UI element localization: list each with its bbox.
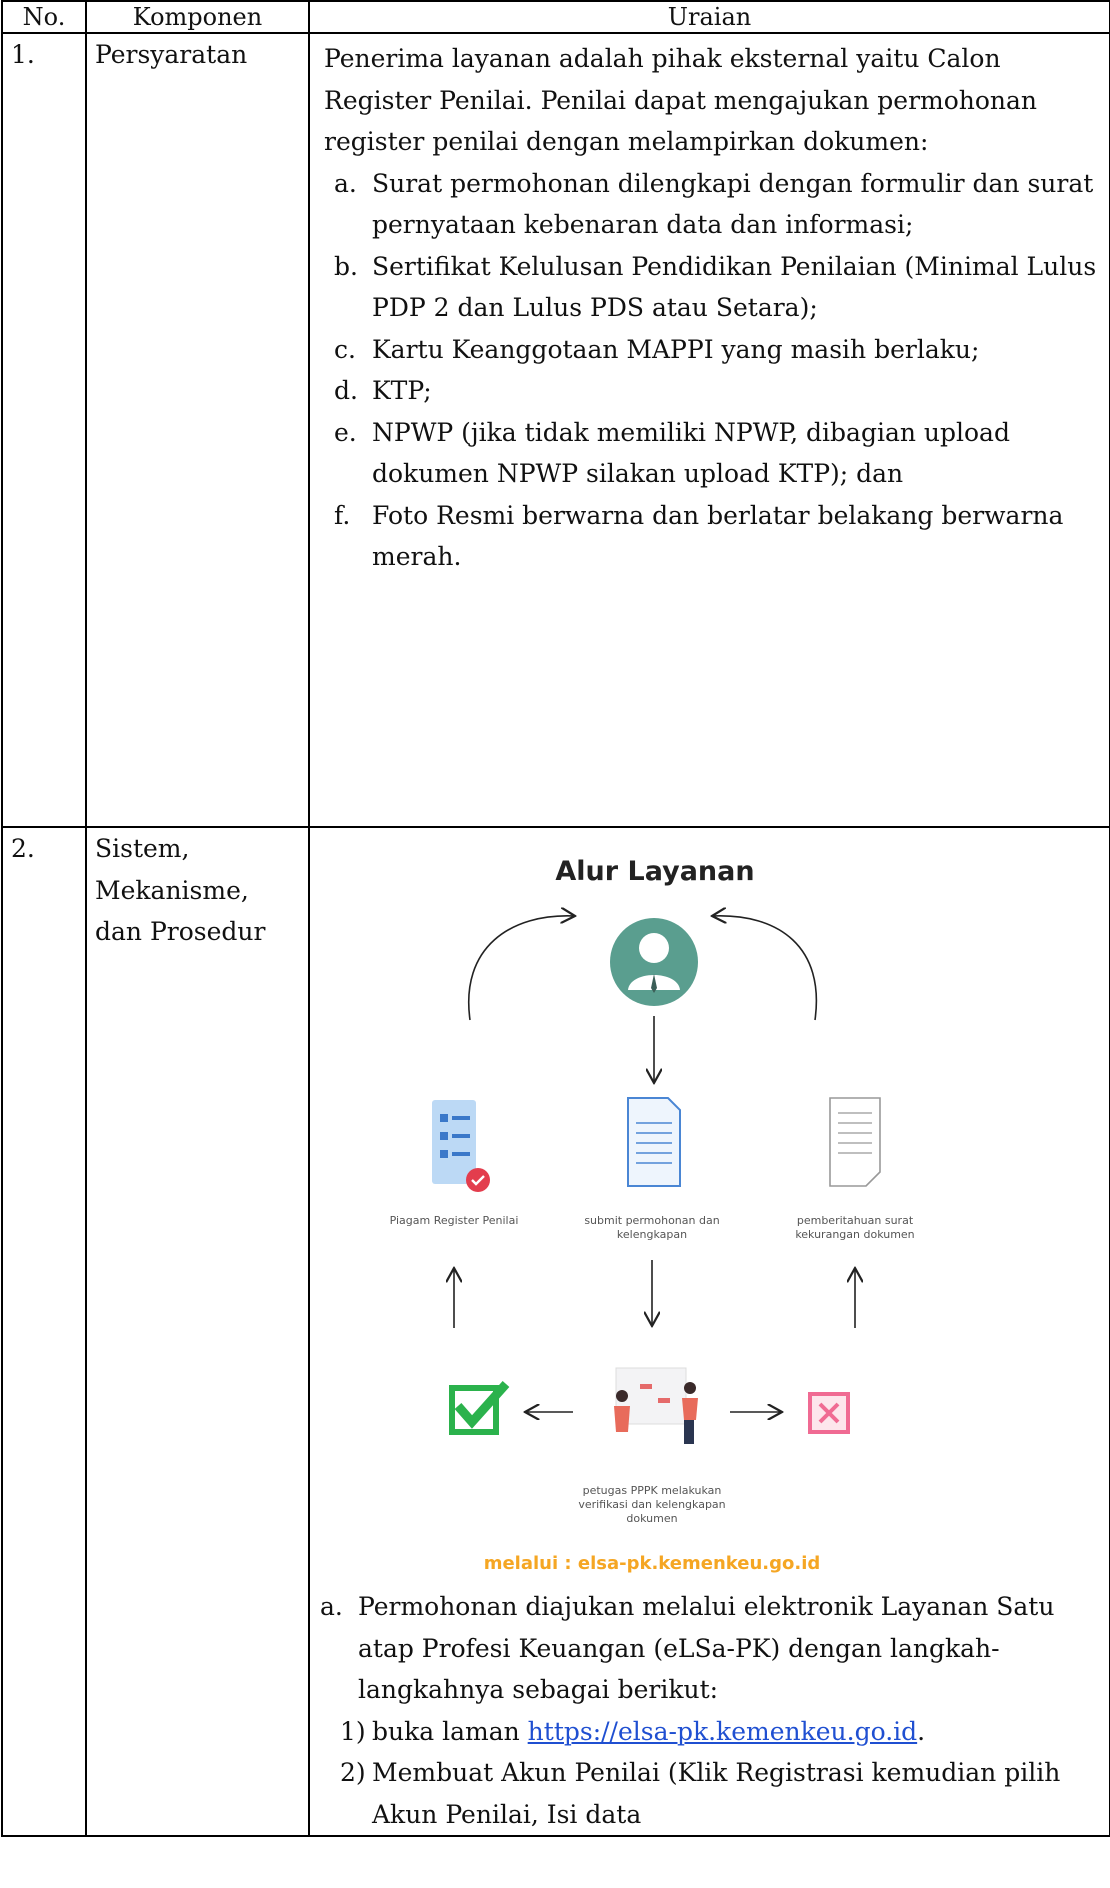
list-text: Kartu Keanggotaan MAPPI yang masih berla… — [372, 329, 979, 371]
item-text: Kartu Keanggotaan MAPPI yang masih berla… — [372, 334, 980, 364]
flow-diagram: Alur Layanan Piagam Register Penilai sub… — [310, 828, 1109, 1586]
row: 1. Persyaratan Penerima layanan adalah p… — [1, 32, 1110, 828]
link[interactable]: https://elsa-pk.kemenkeu.go.id — [527, 1716, 918, 1746]
row: 2. Sistem, Mekanisme, dan Prosedur Alur … — [1, 826, 1110, 1837]
sub-item: 1) buka laman https://elsa-pk.kemenkeu.go… — [340, 1711, 1101, 1753]
list-marker: c. — [334, 334, 356, 364]
item-text: KTP; — [372, 376, 432, 405]
table: No. Komponen Uraian 1. Persyaratan Pener… — [1, 0, 1110, 1837]
list-item: f. Foto Resmi berwarna dan berlatar belak… — [334, 495, 1101, 578]
list-marker: d. — [334, 376, 358, 405]
list-text: Sertifikat Kelulusan Pendidikan Penilaia… — [372, 246, 1101, 329]
list-item: b. Sertifikat Kelulusan Pendidikan Penila… — [334, 246, 1101, 329]
sub-item: 2) Membuat Akun Penilai (Klik Registrasi … — [340, 1752, 1101, 1835]
list-marker: a. — [334, 168, 357, 198]
sub-text: Membuat Akun Penilai (Klik Registrasi ke… — [372, 1752, 1101, 1835]
header-cell: Uraian — [308, 0, 1110, 34]
diagram-footer: melalui : elsa-pk.kemenkeu.go.id — [483, 1553, 821, 1574]
diagram-label: Piagam Register Penilai — [389, 1214, 519, 1227]
list-text: Permohonan diajukan melalui elektronik L… — [358, 1586, 1101, 1711]
sub-text: buka laman https://elsa-pk.kemenkeu.go.i… — [372, 1711, 925, 1753]
item-list: a. Surat permohonan dilengkapi dengan for… — [318, 163, 1101, 578]
item-text: buka laman — [372, 1716, 520, 1746]
cell-no: 2. — [1, 826, 87, 1837]
diagram-title: Alur Layanan — [555, 856, 755, 887]
cell-description: Penerima layanan adalah pihak eksternal … — [308, 32, 1110, 828]
list-marker: f. — [334, 500, 351, 530]
header-row: No. Komponen Uraian — [1, 0, 1110, 34]
list-item: a. Permohonan diajukan melalui elektronik… — [320, 1586, 1101, 1711]
item-text: Sertifikat Kelulusan Pendidikan Penilaia… — [372, 251, 1097, 323]
header-cell: Komponen — [85, 0, 310, 34]
item-text: Membuat Akun Penilai (Klik Registrasi ke… — [372, 1758, 1061, 1829]
item-text: . — [917, 1716, 926, 1746]
diagram-graphics — [432, 828, 881, 1444]
list-item: e. NPWP (jika tidak memiliki NPWP, dibagi… — [334, 412, 1101, 495]
item-text: Permohonan diajukan melalui elektronik L… — [358, 1592, 1055, 1704]
cell-description: Alur Layanan Piagam Register Penilai sub… — [308, 826, 1110, 1837]
cell-component: Sistem, Mekanisme, dan Prosedur — [85, 826, 310, 1837]
diagram-label: petugas PPPK melakukan verifikasi dan ke… — [578, 1484, 726, 1525]
item-text: Foto Resmi berwarna dan berlatar belakan… — [372, 500, 1064, 572]
cell-no: 1. — [1, 32, 87, 828]
diagram-label: pemberitahuan surat kekurangan dokumen — [795, 1214, 915, 1241]
list-text: NPWP (jika tidak memiliki NPWP, dibagian… — [372, 412, 1101, 495]
intro: Penerima layanan adalah pihak eksternal … — [324, 44, 1038, 156]
list-marker: b. — [334, 251, 358, 281]
list-text: KTP; — [372, 370, 432, 412]
sub-marker: 1) — [340, 1716, 366, 1746]
list-text: Surat permohonan dilengkapi dengan formu… — [372, 163, 1101, 246]
diagram-label: submit permohonan dan kelengkapan — [584, 1214, 720, 1241]
list-item: a. Surat permohonan dilengkapi dengan for… — [334, 163, 1101, 246]
item-text: NPWP (jika tidak memiliki NPWP, dibagian… — [372, 417, 1010, 489]
list-item: c. Kartu Keanggotaan MAPPI yang masih ber… — [334, 329, 1101, 371]
list-item: d. KTP; — [334, 370, 1101, 412]
sub-marker: 2) — [340, 1758, 366, 1787]
item-list: a. Permohonan diajukan melalui elektronik… — [304, 1586, 1101, 1835]
header-cell: No. — [1, 0, 87, 34]
cell-component: Persyaratan — [85, 32, 310, 828]
list-text: Foto Resmi berwarna dan berlatar belakan… — [372, 495, 1101, 578]
item-text: Surat permohonan dilengkapi dengan formu… — [372, 168, 1094, 240]
list-marker: e. — [334, 417, 357, 447]
list-marker: a. — [320, 1592, 343, 1621]
